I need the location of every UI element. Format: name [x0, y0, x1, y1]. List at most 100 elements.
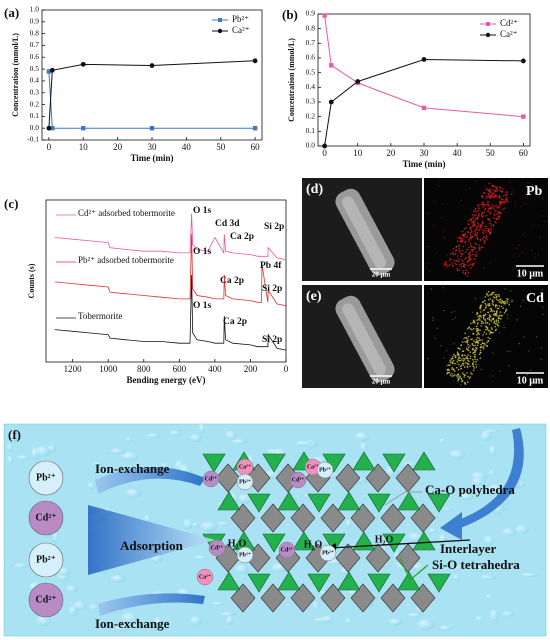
noise-dot: [540, 358, 542, 360]
droplet: [480, 430, 492, 442]
element-dot: [475, 255, 477, 258]
element-dot: [448, 372, 451, 374]
noise-dot: [460, 384, 462, 386]
ca-o-polyhedron: [335, 543, 361, 573]
y-tick-label: 1.0: [30, 5, 40, 14]
element-dot: [493, 185, 496, 187]
droplet: [217, 521, 231, 526]
element-dot: [491, 299, 494, 301]
element-dot: [494, 304, 497, 307]
element-dot: [498, 301, 501, 303]
small-ion-label: Pb²⁺: [322, 550, 334, 556]
element-dot: [487, 193, 490, 195]
element-dot: [486, 292, 488, 295]
element-dot: [476, 217, 479, 220]
element-dot: [479, 238, 482, 241]
si-o-tetrahedron: [307, 493, 331, 513]
element-dot: [483, 229, 486, 232]
element-dot: [468, 256, 470, 259]
element-dot: [453, 353, 455, 356]
element-dot: [463, 234, 466, 237]
element-dot: [466, 355, 468, 358]
element-dot: [488, 231, 491, 233]
element-dot: [472, 365, 475, 368]
element-dot: [465, 269, 468, 272]
element-dot: [488, 318, 490, 320]
plot-frame: [45, 199, 287, 363]
element-dot: [478, 207, 481, 210]
element-dot: [481, 320, 483, 323]
element-dot: [484, 204, 487, 206]
element-dot: [498, 305, 501, 307]
small-ion-label: Cd²⁺: [292, 477, 305, 483]
element-dot: [457, 363, 460, 366]
element-dot: [463, 263, 466, 266]
noise-dot: [440, 345, 442, 347]
y-tick-label: 0.2: [306, 111, 316, 120]
marker: [355, 79, 361, 84]
droplet: [160, 463, 169, 468]
noise-dot: [508, 301, 510, 304]
element-dot: [475, 227, 478, 229]
element-dot: [503, 202, 506, 204]
small-ion: [196, 568, 214, 586]
element-dot: [502, 301, 505, 303]
noise-dot: [466, 346, 468, 348]
element-dot: [508, 304, 511, 306]
element-dot: [482, 309, 485, 312]
element-dot: [478, 249, 481, 251]
element-dot: [486, 328, 489, 331]
y-tick-label: 0.3: [30, 87, 40, 96]
element-dot: [472, 253, 474, 256]
ion: [28, 542, 64, 578]
series-line: [54, 234, 287, 307]
element-dot: [477, 316, 480, 318]
droplet: [475, 615, 485, 622]
element-dot: [489, 298, 492, 300]
noise-dot: [535, 273, 538, 275]
element-dot: [489, 331, 492, 333]
element-dot: [467, 375, 469, 378]
element-dot: [463, 362, 465, 365]
element-dot: [486, 327, 489, 329]
element-dot: [468, 360, 470, 363]
element-dot: [489, 193, 491, 196]
noise-dot: [472, 311, 474, 313]
droplet: [219, 612, 236, 617]
droplet: [231, 439, 248, 445]
element-dot: [478, 229, 480, 231]
legend-marker: [485, 32, 491, 38]
element-dot: [484, 313, 487, 316]
element-dot: [487, 303, 489, 305]
noise-dot: [516, 247, 518, 249]
droplet: [89, 603, 99, 611]
element-dot: [483, 236, 485, 238]
element-dot: [466, 249, 468, 251]
element-dot: [462, 272, 465, 274]
element-dot: [476, 231, 479, 234]
element-dot: [480, 346, 482, 349]
element-dot: [466, 275, 468, 277]
panel-label: (c): [4, 196, 18, 211]
element-dot: [463, 266, 466, 268]
noise-dot: [430, 288, 432, 290]
droplet: [355, 431, 370, 442]
noise-dot: [530, 369, 532, 371]
element-dot: [468, 239, 471, 241]
element-dot: [472, 246, 474, 248]
element-dot: [475, 363, 477, 366]
element-dot: [485, 306, 488, 309]
element-dot: [489, 206, 492, 209]
element-dot: [476, 344, 479, 347]
droplet: [35, 445, 51, 457]
noise-dot: [434, 337, 436, 339]
water-label: H₂O: [228, 538, 247, 549]
element-dot: [505, 200, 507, 203]
element-dot: [456, 255, 459, 257]
si-o-tetrahedron: [427, 493, 451, 513]
element-dot: [472, 222, 475, 225]
element-dot: [461, 372, 464, 374]
small-ion: [236, 546, 254, 564]
y-axis-label: Concentration (mmol/L): [287, 38, 296, 122]
element-dot: [473, 262, 475, 265]
